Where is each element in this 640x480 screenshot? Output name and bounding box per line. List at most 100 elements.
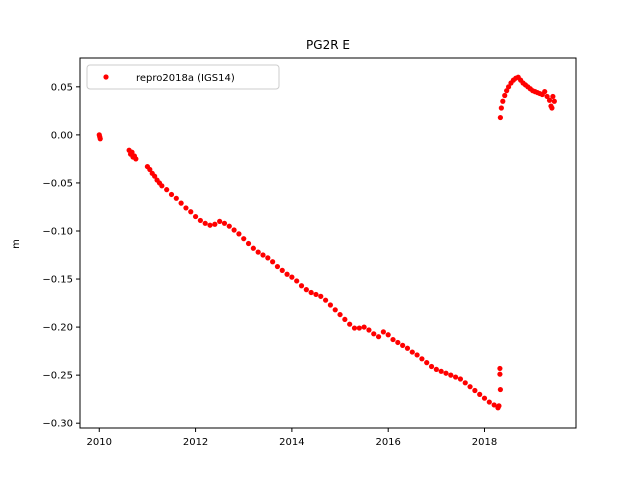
data-point bbox=[546, 97, 553, 103]
data-point bbox=[390, 336, 396, 343]
data-point bbox=[183, 205, 189, 211]
data-point bbox=[375, 334, 382, 340]
data-point bbox=[197, 217, 203, 224]
data-point bbox=[270, 259, 276, 265]
data-point bbox=[129, 149, 135, 155]
y-tick-label: −0.15 bbox=[42, 275, 73, 286]
data-point bbox=[505, 84, 512, 90]
data-point bbox=[462, 380, 468, 386]
data-point bbox=[472, 387, 478, 394]
data-point bbox=[313, 291, 319, 298]
data-point bbox=[433, 366, 439, 372]
data-point bbox=[303, 287, 309, 293]
data-point bbox=[221, 220, 228, 226]
data-point bbox=[502, 92, 508, 99]
x-tick-label: 2014 bbox=[279, 437, 304, 448]
data-point bbox=[147, 166, 153, 173]
data-point bbox=[443, 370, 449, 376]
data-point bbox=[395, 339, 401, 346]
data-point bbox=[457, 376, 464, 382]
data-point bbox=[327, 302, 334, 308]
data-point bbox=[385, 332, 391, 338]
data-point bbox=[448, 372, 454, 378]
data-point bbox=[491, 402, 497, 408]
data-point bbox=[202, 220, 208, 226]
chart-title: PG2R E bbox=[306, 38, 350, 52]
data-point bbox=[260, 252, 266, 258]
data-point bbox=[337, 311, 343, 318]
legend-box bbox=[86, 64, 280, 90]
data-points bbox=[96, 74, 557, 411]
x-tick-label: 2010 bbox=[87, 437, 112, 448]
x-tick-label: 2012 bbox=[183, 437, 208, 448]
y-tick-label: −0.30 bbox=[42, 419, 73, 430]
legend: repro2018a (IGS14) bbox=[86, 64, 280, 90]
data-point bbox=[409, 349, 415, 355]
data-point bbox=[250, 245, 256, 251]
data-point bbox=[497, 114, 503, 121]
x-axis: 2010 2012 2014 2016 2018 bbox=[87, 428, 497, 448]
data-point bbox=[424, 360, 430, 366]
data-point bbox=[347, 321, 353, 327]
y-tick-label: 0.05 bbox=[51, 82, 73, 93]
data-point bbox=[551, 98, 557, 104]
data-point bbox=[481, 395, 488, 401]
legend-marker bbox=[103, 74, 109, 80]
data-point bbox=[164, 187, 170, 193]
data-point bbox=[217, 218, 223, 224]
data-point bbox=[173, 195, 179, 201]
data-point bbox=[274, 263, 281, 270]
plot-frame bbox=[79, 57, 577, 429]
data-point bbox=[414, 352, 420, 358]
data-point bbox=[188, 209, 194, 215]
data-point bbox=[500, 98, 506, 104]
data-point bbox=[298, 283, 305, 289]
data-point bbox=[380, 329, 386, 335]
data-point bbox=[453, 374, 459, 380]
y-axis-label: m bbox=[11, 239, 22, 249]
data-point bbox=[265, 255, 271, 261]
data-point bbox=[279, 267, 285, 273]
data-point bbox=[231, 227, 237, 233]
data-point bbox=[497, 365, 503, 372]
data-point bbox=[438, 368, 444, 374]
legend-label: repro2018a (IGS14) bbox=[136, 73, 235, 84]
data-point bbox=[236, 231, 242, 237]
data-point bbox=[284, 271, 290, 277]
data-point bbox=[255, 249, 261, 255]
data-point bbox=[549, 105, 555, 111]
data-point bbox=[419, 356, 425, 362]
data-point bbox=[241, 236, 247, 242]
data-point bbox=[371, 331, 377, 337]
x-tick-label: 2018 bbox=[472, 437, 497, 448]
x-tick-label: 2016 bbox=[375, 437, 400, 448]
data-point bbox=[544, 93, 550, 100]
data-point bbox=[133, 156, 139, 162]
data-point bbox=[467, 384, 473, 390]
data-point bbox=[207, 222, 213, 228]
data-point bbox=[308, 289, 314, 296]
data-point bbox=[294, 278, 300, 284]
y-tick-label: 0.00 bbox=[51, 130, 73, 141]
y-tick-label: −0.10 bbox=[42, 226, 73, 237]
data-point bbox=[550, 93, 556, 100]
data-point bbox=[332, 307, 338, 313]
data-point bbox=[477, 391, 483, 397]
data-point bbox=[361, 324, 367, 330]
data-point bbox=[428, 363, 435, 370]
data-point bbox=[486, 399, 492, 405]
data-point bbox=[497, 386, 503, 393]
data-point bbox=[498, 105, 504, 111]
data-point bbox=[245, 240, 252, 247]
data-point bbox=[400, 342, 406, 348]
data-point bbox=[212, 221, 218, 227]
data-point bbox=[504, 88, 510, 94]
data-point bbox=[497, 371, 503, 377]
data-point bbox=[351, 325, 358, 331]
y-tick-label: −0.20 bbox=[42, 323, 73, 334]
data-point bbox=[318, 293, 324, 299]
data-point bbox=[496, 403, 502, 409]
data-point bbox=[97, 136, 103, 142]
data-point bbox=[289, 274, 295, 280]
y-axis: 0.05 0.00 −0.05 −0.10 −0.15 −0.20 −0.25 −0.30 bbox=[42, 82, 80, 430]
